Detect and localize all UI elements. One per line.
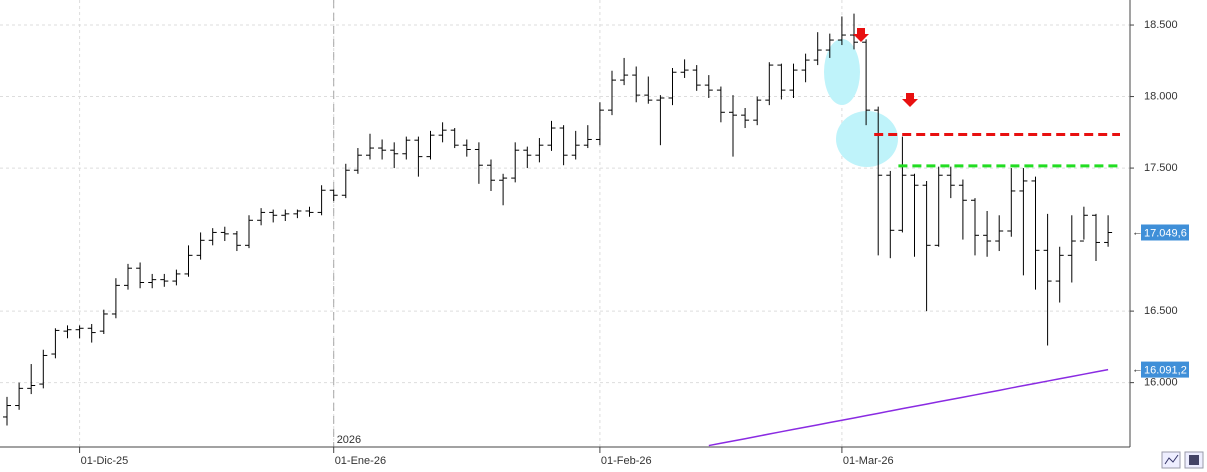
ma-price-tag-box — [1141, 361, 1189, 378]
icon — [1164, 454, 1179, 465]
highlight — [824, 39, 860, 105]
x-tick-label: 01-Mar-26 — [843, 455, 894, 467]
year-label: 2026 — [337, 434, 361, 446]
y-tick-label: 17.500 — [1144, 162, 1178, 174]
x-tick-label: 01-Dic-25 — [81, 455, 129, 467]
moving-average — [708, 368, 1109, 447]
price-tag: 17.049,6 — [1144, 227, 1187, 239]
x-tick-label: 01-Ene-26 — [335, 455, 386, 467]
arrow-down — [902, 93, 918, 107]
tag-arrow: ← — [1132, 226, 1143, 238]
grid — [0, 0, 1130, 447]
x-tick-label: 01-Feb-26 — [601, 455, 652, 467]
y-tick-label: 18.000 — [1144, 90, 1178, 102]
price-tag-box — [1141, 224, 1189, 241]
y-tick-label: 18.500 — [1144, 19, 1178, 31]
arrow-down — [853, 28, 869, 42]
highlight — [836, 111, 898, 167]
tag-arrow: ← — [1132, 363, 1143, 375]
icon — [1189, 455, 1199, 465]
y-tick-label: 16.000 — [1144, 377, 1178, 389]
ma-price-tag: 16.091,2 — [1144, 364, 1187, 376]
y-tick-label: 16.500 — [1144, 305, 1178, 317]
plot — [3, 13, 1120, 447]
